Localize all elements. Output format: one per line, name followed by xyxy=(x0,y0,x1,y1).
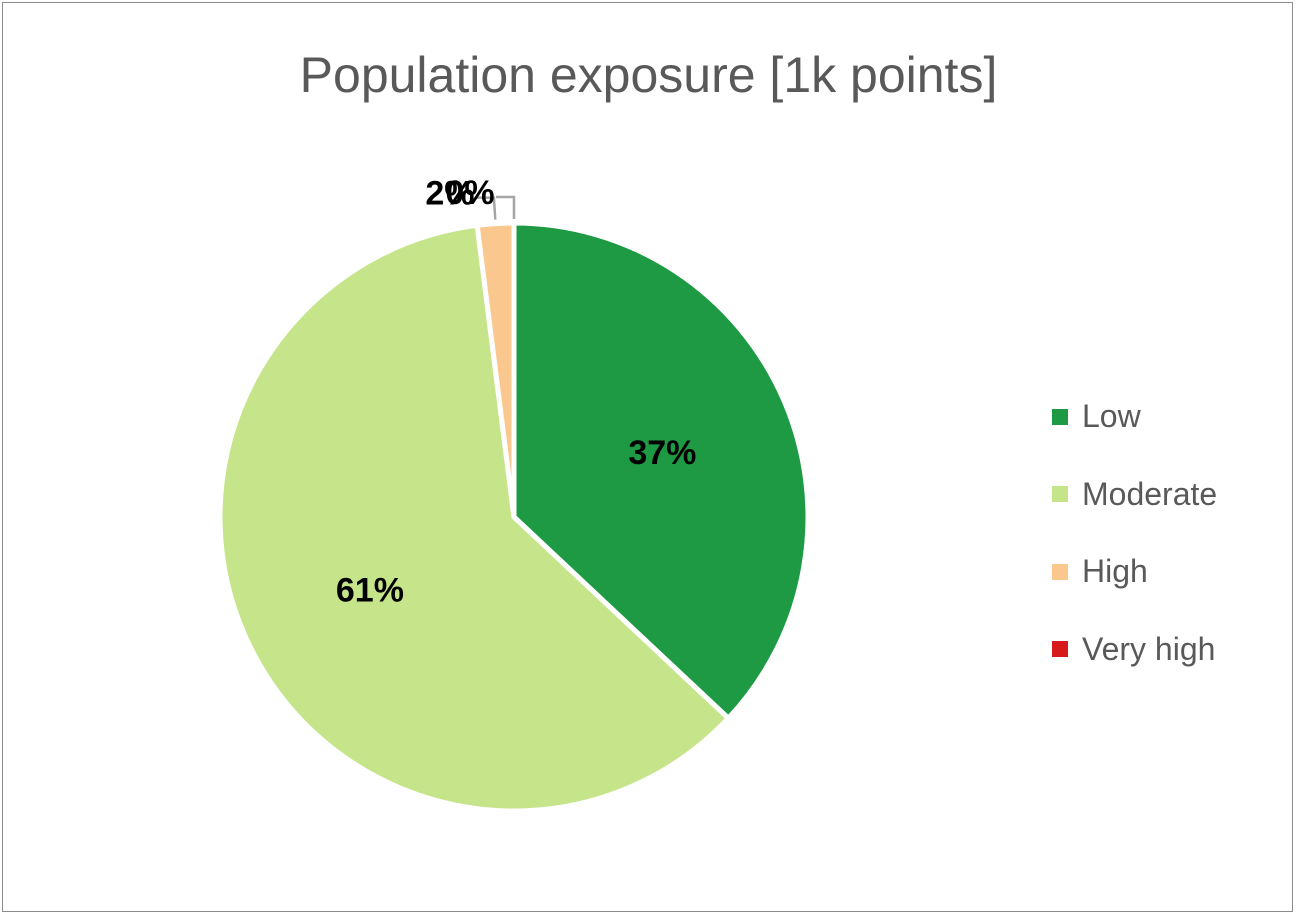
pie-slice-moderate xyxy=(217,222,731,814)
legend-swatch-low xyxy=(1052,408,1068,425)
legend-swatch-moderate xyxy=(1052,486,1068,503)
legend-item-moderate: Moderate xyxy=(1052,456,1217,534)
legend-label-high: High xyxy=(1082,553,1148,590)
legend-label-very-high: Very high xyxy=(1082,630,1216,667)
legend-item-high: High xyxy=(1052,533,1217,611)
data-label-high: 2% xyxy=(425,175,474,213)
data-label-very-high: 0% xyxy=(445,174,494,212)
legend-item-low: Low xyxy=(1052,378,1217,456)
leader-line-high xyxy=(475,196,497,220)
leader-line-very-high xyxy=(496,195,516,219)
chart-title: Population exposure [1k points] xyxy=(299,47,998,103)
data-label-moderate: 61% xyxy=(336,571,404,609)
legend-swatch-high xyxy=(1052,563,1068,580)
legend-swatch-very-high xyxy=(1052,641,1068,658)
legend-label-moderate: Moderate xyxy=(1082,475,1218,512)
legend-label-low: Low xyxy=(1082,398,1141,435)
pie-slice-low xyxy=(511,220,811,721)
data-label-low: 37% xyxy=(628,434,696,472)
legend-item-very-high: Very high xyxy=(1052,611,1217,689)
legend: Low Moderate High Very high xyxy=(1052,378,1217,688)
pie-slice-high xyxy=(474,220,517,520)
